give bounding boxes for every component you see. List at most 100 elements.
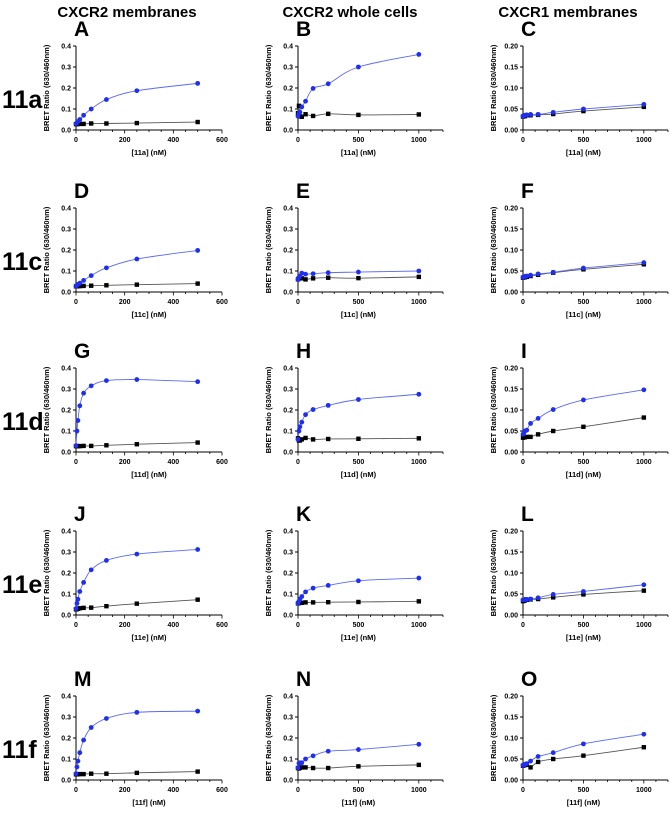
panel-letter: O xyxy=(521,668,537,691)
nonspecific-point xyxy=(104,771,109,776)
x-tick-label: 500 xyxy=(578,787,590,794)
x-tick-label: 0 xyxy=(296,459,300,466)
total-point xyxy=(524,273,530,279)
total-point xyxy=(303,412,308,418)
panel-letter: F xyxy=(521,180,534,203)
nonspecific-point xyxy=(535,432,541,437)
total-point xyxy=(299,419,305,425)
y-tick-label: 0.3 xyxy=(283,387,293,394)
total-point xyxy=(75,758,81,764)
panel-letter: L xyxy=(521,503,534,526)
panel-letter: K xyxy=(296,503,311,526)
y-tick-label: 0.00 xyxy=(504,613,518,620)
total-point xyxy=(310,271,316,277)
y-tick-label: 0.20 xyxy=(504,44,518,51)
total-point xyxy=(524,761,530,767)
nonspecific-point xyxy=(89,283,94,288)
nonspecific-point xyxy=(77,121,82,127)
column-header: CXCR2 whole cells xyxy=(282,4,417,21)
column-header: CXCR2 membranes xyxy=(57,4,196,21)
y-tick-label: 0.1 xyxy=(283,107,293,114)
nonspecific-point xyxy=(77,771,82,777)
x-tick-label: 0 xyxy=(296,299,300,306)
total-point xyxy=(296,428,302,434)
total-point xyxy=(81,390,87,396)
column-header: CXCR1 membranes xyxy=(498,4,637,21)
total-point xyxy=(297,424,303,430)
y-tick-label: 0.3 xyxy=(283,65,293,72)
total-point xyxy=(641,582,647,588)
nonspecific-point xyxy=(416,112,422,117)
total-point xyxy=(295,765,301,771)
nonspecific-point xyxy=(641,588,647,593)
total-fit-line xyxy=(75,379,198,446)
x-tick-label: 500 xyxy=(353,299,365,306)
total-point xyxy=(73,606,79,612)
y-tick-label: 0.4 xyxy=(61,694,71,701)
total-point xyxy=(528,758,533,764)
y-tick-label: 0.4 xyxy=(61,44,71,51)
x-tick-label: 0 xyxy=(521,787,525,794)
total-point xyxy=(535,595,541,601)
y-tick-label: 0.1 xyxy=(61,429,71,436)
y-tick-label: 0.20 xyxy=(504,694,518,701)
nonspecific-point xyxy=(326,599,331,605)
nonspecific-point xyxy=(134,770,140,776)
y-axis-label: BRET Ratio (630/460nm) xyxy=(264,529,273,616)
y-tick-label: 0.4 xyxy=(283,694,293,701)
nonspecific-point xyxy=(551,595,556,600)
nonspecific-point xyxy=(303,435,308,441)
panel-letter: B xyxy=(296,18,311,41)
total-fit-line xyxy=(297,53,419,117)
x-tick-label: 1000 xyxy=(636,137,652,144)
y-tick-label: 0.2 xyxy=(61,408,71,415)
y-tick-label: 0.4 xyxy=(61,366,71,373)
x-axis-label: [11d] (nM) xyxy=(341,470,377,479)
y-tick-label: 0.0 xyxy=(283,613,293,620)
y-tick-label: 0.2 xyxy=(283,736,293,743)
nonspecific-point xyxy=(310,113,316,119)
y-tick-label: 0.15 xyxy=(504,715,518,722)
nonspecific-point xyxy=(77,606,82,611)
total-point xyxy=(528,112,533,117)
y-tick-label: 0.2 xyxy=(61,248,71,255)
y-tick-label: 0.0 xyxy=(283,450,293,457)
nonspecific-point xyxy=(641,104,647,110)
y-tick-label: 0.0 xyxy=(61,778,71,785)
x-axis-label: [11e] (nM) xyxy=(131,633,167,642)
total-point xyxy=(303,756,308,762)
nonspecific-point xyxy=(524,434,529,440)
total-point xyxy=(581,397,586,403)
y-tick-label: 0.10 xyxy=(504,408,518,415)
row-label: 11c xyxy=(2,248,42,276)
total-point xyxy=(356,397,361,402)
total-point xyxy=(134,88,140,94)
total-point xyxy=(356,578,361,584)
nonspecific-point xyxy=(195,769,200,774)
y-axis-label: BRET Ratio (630/460nm) xyxy=(42,694,51,781)
total-point xyxy=(88,725,94,730)
total-point xyxy=(325,748,331,754)
x-tick-label: 400 xyxy=(167,299,179,306)
y-axis-label: BRET Ratio (630/460nm) xyxy=(42,366,51,453)
y-tick-label: 0.3 xyxy=(61,227,71,234)
nonspecific-point xyxy=(303,277,308,282)
x-tick-label: 400 xyxy=(167,459,179,466)
x-tick-label: 600 xyxy=(216,299,228,306)
total-point xyxy=(88,106,94,112)
y-tick-label: 0.2 xyxy=(283,408,293,415)
total-point xyxy=(310,86,316,91)
y-tick-label: 0.3 xyxy=(283,550,293,557)
y-axis-label: BRET Ratio (630/460nm) xyxy=(489,529,498,616)
nonspecific-point xyxy=(299,114,304,119)
total-point xyxy=(104,378,109,383)
total-point xyxy=(74,601,80,606)
nonspecific-point xyxy=(303,600,308,605)
x-tick-label: 0 xyxy=(521,622,525,629)
total-point xyxy=(550,750,556,756)
x-tick-label: 1000 xyxy=(636,459,652,466)
y-tick-label: 0.2 xyxy=(283,571,293,578)
row-label: 11d xyxy=(2,408,44,436)
nonspecific-point xyxy=(416,762,422,768)
nonspecific-point xyxy=(81,283,86,289)
